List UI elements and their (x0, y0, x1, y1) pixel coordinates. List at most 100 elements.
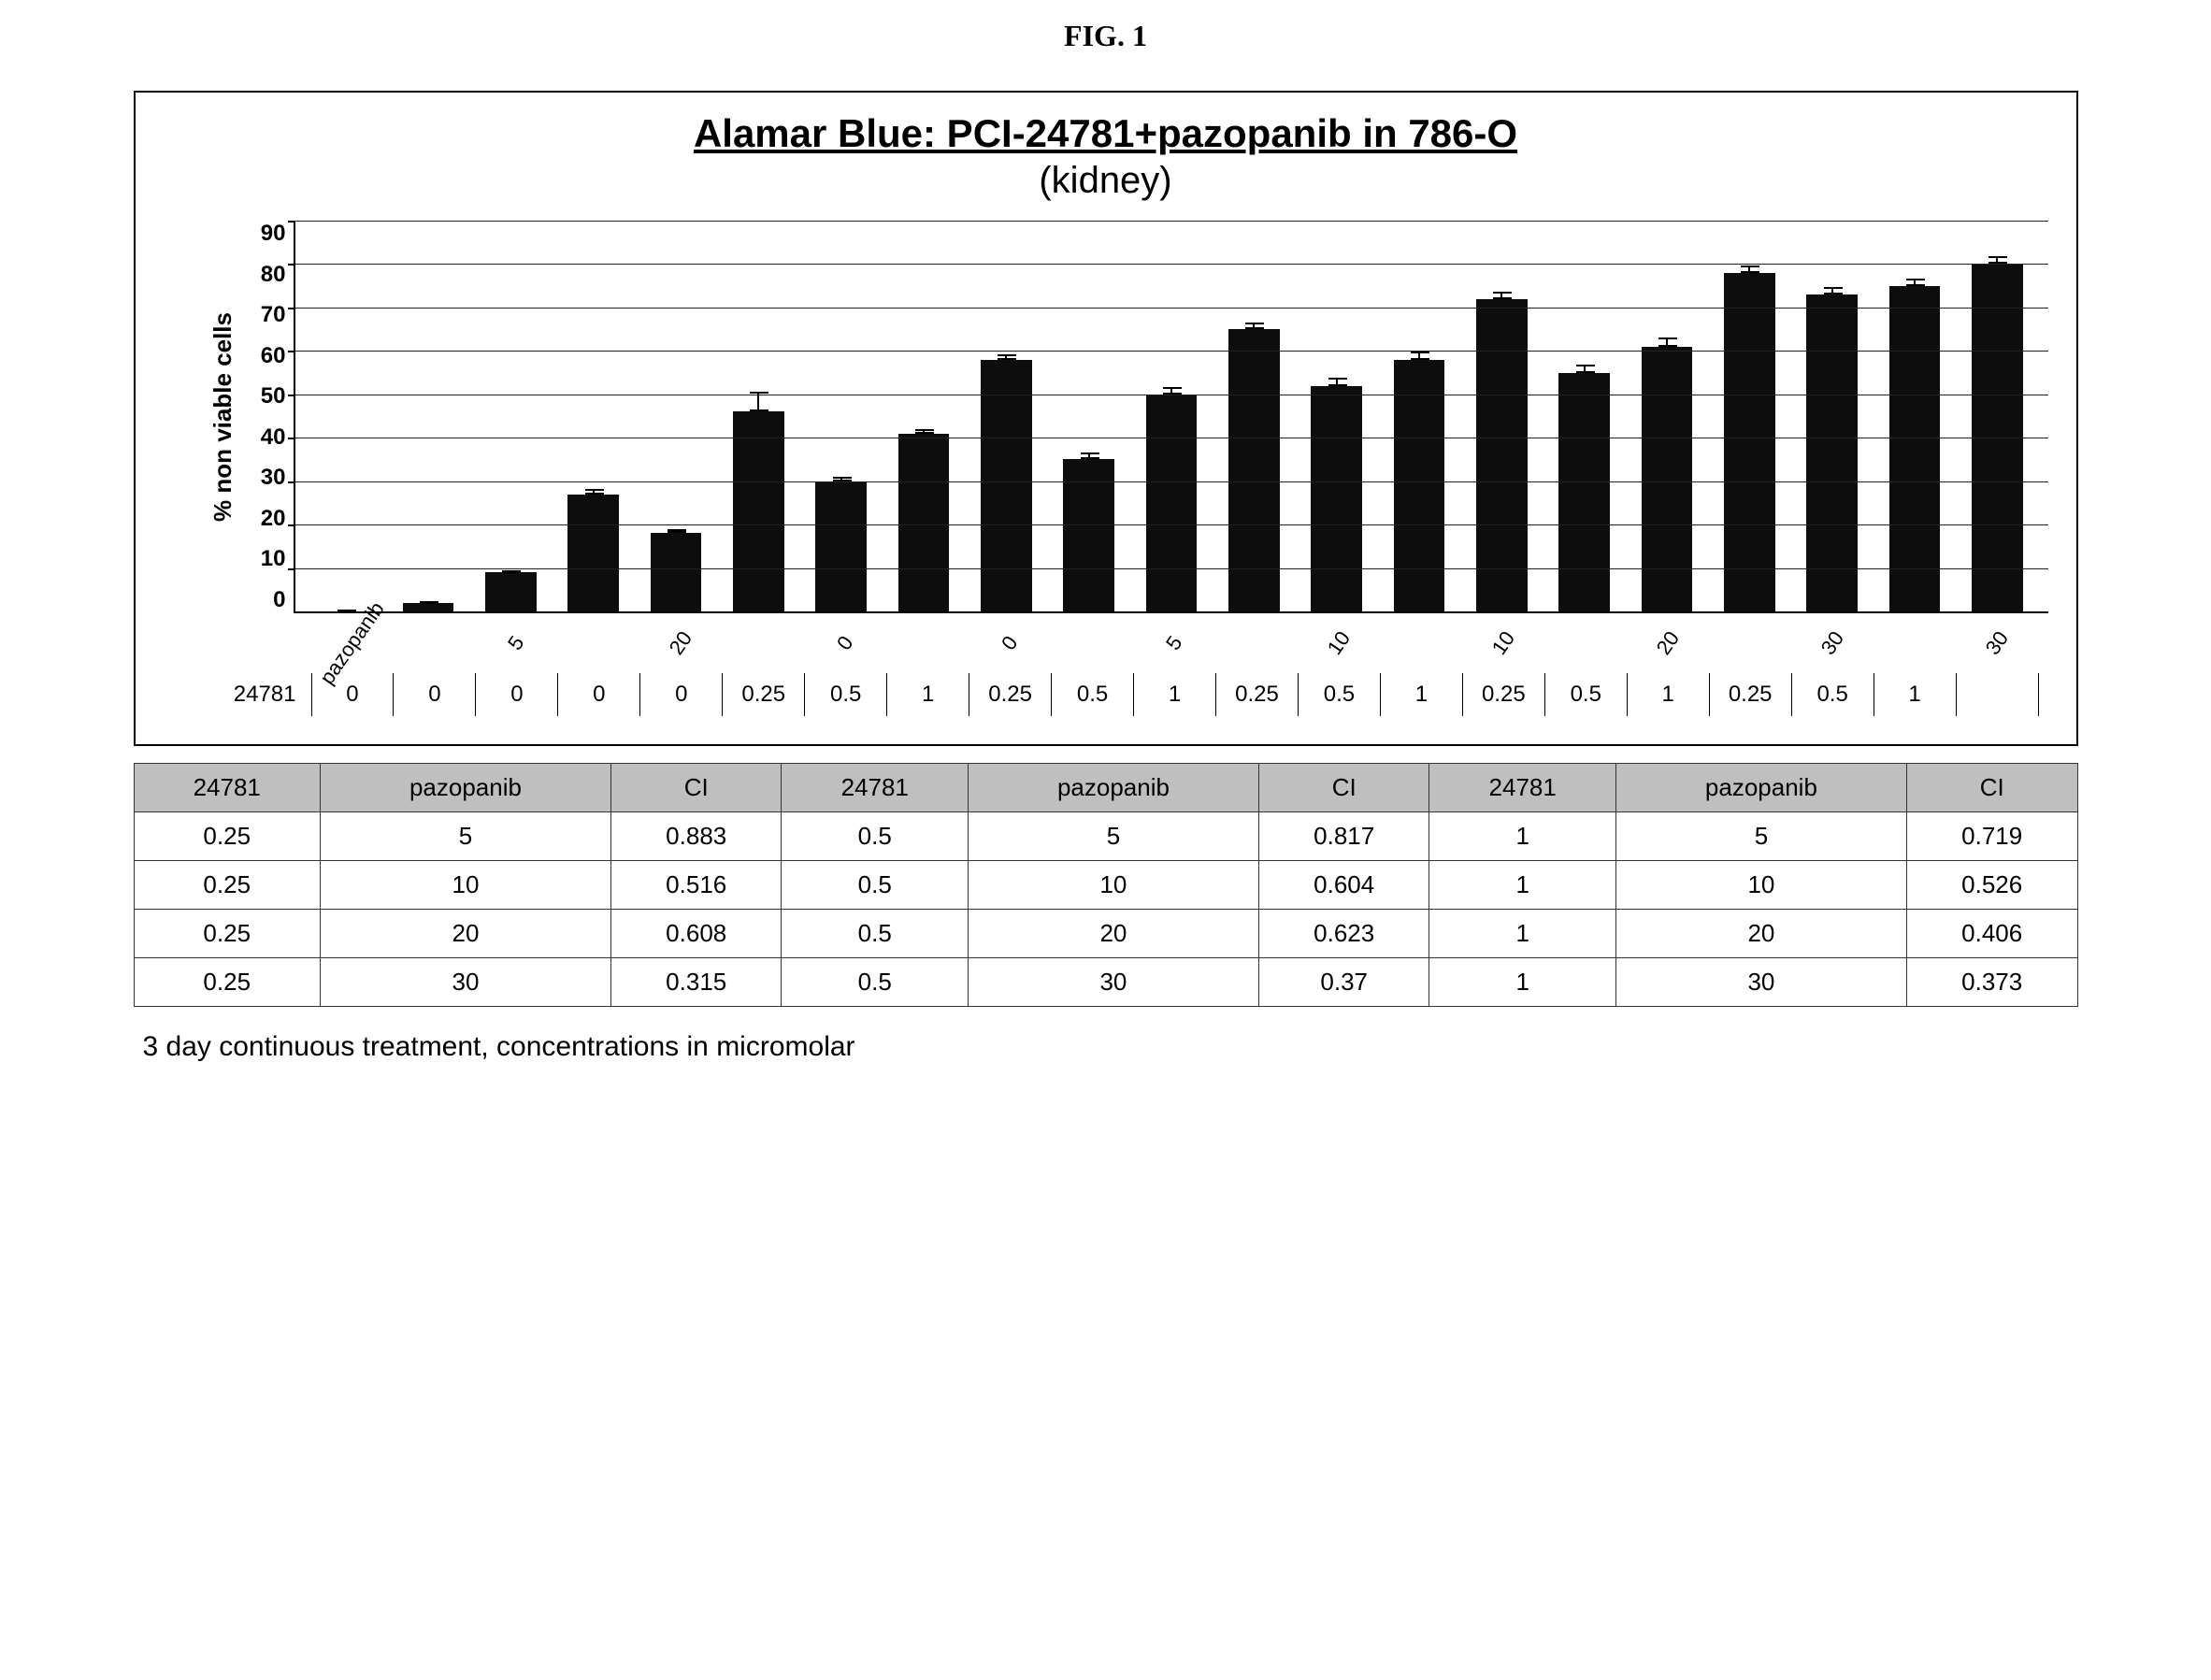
y-tick-mark (288, 264, 295, 266)
bar-slot (1130, 221, 1213, 611)
x-row1-cell (1216, 613, 1299, 673)
bar-slot (1708, 221, 1790, 611)
x-row1-cell: 10 (1463, 613, 1545, 673)
x-row1-label: 0 (997, 632, 1023, 655)
x-row1-cell (723, 613, 805, 673)
table-cell: 5 (320, 812, 610, 861)
y-tick-label: 40 (261, 424, 286, 451)
error-bar (1005, 354, 1007, 360)
chart-title-text: Alamar Blue: PCI-24781+pazopanib in 786-… (694, 111, 1517, 155)
table-cell: 5 (968, 812, 1258, 861)
plot-area (294, 221, 2048, 613)
bar (733, 411, 784, 611)
table-header-cell: CI (610, 764, 782, 812)
y-tick-mark (288, 568, 295, 570)
error-bar (1748, 266, 1750, 273)
bar-slot (1626, 221, 1708, 611)
x-row1-cell (1874, 613, 1957, 673)
x-row2-cell: 0.5 (805, 673, 887, 716)
y-tick-mark (288, 481, 295, 483)
table-header-cell: 24781 (782, 764, 968, 812)
y-tick-label: 70 (261, 302, 286, 328)
table-header-cell: pazopanib (968, 764, 1258, 812)
figure-page: FIG. 1 Alamar Blue: PCI-24781+pazopanib … (19, 19, 2192, 1063)
y-axis-label: % non viable cells (201, 221, 237, 613)
table-cell: 1 (1429, 861, 1615, 910)
error-bar (1666, 337, 1668, 346)
table-row: 0.25100.5160.5100.6041100.526 (134, 861, 2077, 910)
figure-label: FIG. 1 (1064, 19, 1147, 53)
error-bar (1914, 279, 1916, 286)
x-row1-cell (558, 613, 640, 673)
bar-slot (552, 221, 634, 611)
gridline (295, 481, 2048, 482)
bar-slot (1460, 221, 1543, 611)
y-tick-label: 20 (261, 506, 286, 532)
x-row2-cell: 1 (1628, 673, 1710, 716)
y-tick-mark (288, 351, 295, 352)
x-row1-cell: 30 (1792, 613, 1874, 673)
error-bar (1088, 452, 1090, 459)
bar (1806, 294, 1858, 611)
x-row2: 000000.250.510.250.510.250.510.250.510.2… (302, 673, 2048, 716)
table-header-row: 24781pazopanibCI24781pazopanibCI24781paz… (134, 764, 2077, 812)
table-cell: 0.25 (134, 910, 320, 958)
bar-slot (1295, 221, 1377, 611)
x-row1-cell (1545, 613, 1628, 673)
table-header-cell: pazopanib (320, 764, 610, 812)
y-axis-ticks: 9080706050403020100 (237, 221, 294, 613)
x-row2-cell: 0.25 (1216, 673, 1299, 716)
x-row2-cell: 0 (394, 673, 476, 716)
table-cell: 30 (320, 958, 610, 1007)
x-row1-cell (1381, 613, 1463, 673)
x-row1: pazopanib5200051010203030 (302, 613, 2048, 673)
footnote: 3 day continuous treatment, concentratio… (134, 1031, 2078, 1063)
table-cell: 0.608 (610, 910, 782, 958)
y-tick-mark (288, 221, 295, 223)
error-bar (1170, 387, 1172, 395)
bar-slot (469, 221, 552, 611)
error-bar (675, 529, 677, 534)
x-row2-wrap: 24781 000000.250.510.250.510.250.510.250… (201, 673, 2048, 716)
y-tick-label: 80 (261, 262, 286, 288)
table-cell: 0.25 (134, 958, 320, 1007)
table-cell: 0.623 (1258, 910, 1429, 958)
table-row: 0.2550.8830.550.817150.719 (134, 812, 2077, 861)
x-row2-cell: 0.25 (723, 673, 805, 716)
bar (1724, 273, 1775, 611)
bar-slot (883, 221, 965, 611)
table-cell: 20 (1615, 910, 1906, 958)
x-row1-cell: pazopanib (311, 613, 394, 673)
x-axis-rows: pazopanib5200051010203030 24781 000000.2… (201, 613, 2048, 716)
table-cell: 5 (1615, 812, 1906, 861)
table-cell: 0.5 (782, 861, 968, 910)
plot-wrap: % non viable cells 9080706050403020100 (201, 221, 2048, 613)
error-bar (1584, 365, 1586, 373)
x-row1-label: 5 (1161, 632, 1187, 655)
chart-subtitle: (kidney) (164, 160, 2048, 202)
table-cell: 1 (1429, 812, 1615, 861)
x-row1-cell (1710, 613, 1792, 673)
x-row2-cell: 0 (640, 673, 723, 716)
error-bar (593, 489, 595, 495)
x-row2-cell: 1 (1381, 673, 1463, 716)
table-cell: 0.5 (782, 910, 968, 958)
ci-table: 24781pazopanibCI24781pazopanibCI24781paz… (134, 763, 2078, 1007)
y-tick-mark (288, 395, 295, 396)
x-row2-cell: 0.5 (1052, 673, 1134, 716)
y-tick-mark (288, 524, 295, 526)
error-bar (1996, 256, 1998, 264)
bar-slot (717, 221, 799, 611)
bars-container (295, 221, 2048, 611)
x-row1-cell: 20 (1628, 613, 1710, 673)
bar (1394, 360, 1445, 611)
bar-slot (1956, 221, 2038, 611)
table-cell: 0.516 (610, 861, 782, 910)
x-row1-wrap: pazopanib5200051010203030 (201, 613, 2048, 673)
x-row1-label: 20 (665, 627, 697, 660)
x-row2-cell: 0.5 (1792, 673, 1874, 716)
table-cell: 1 (1429, 958, 1615, 1007)
table-cell: 0.37 (1258, 958, 1429, 1007)
x-row1-label: 10 (1323, 627, 1356, 660)
table-cell: 10 (968, 861, 1258, 910)
